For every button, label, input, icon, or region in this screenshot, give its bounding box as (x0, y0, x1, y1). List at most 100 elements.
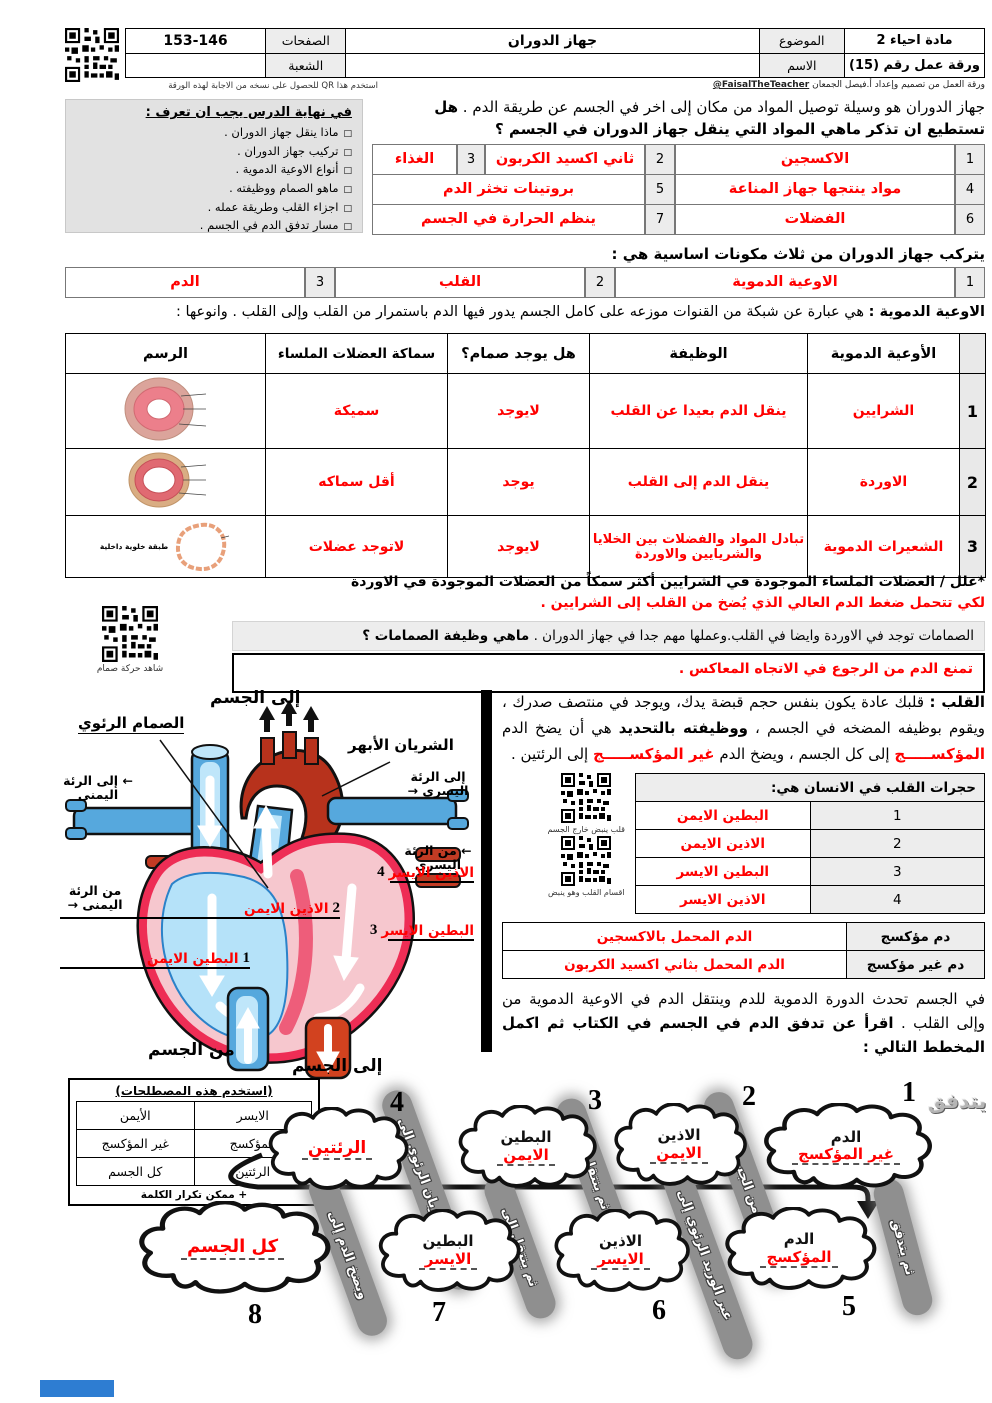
credit-handle-link[interactable]: @FaisalTheTeacher (712, 80, 810, 90)
chambers-row: حجرات القلب في الانسان هي: 1 البطين الايم… (502, 773, 985, 915)
answer-cell: ينظم الحرارة في الجسم (372, 204, 645, 235)
chamber-num: 1 (809, 801, 985, 831)
chamber-num: 2 (809, 829, 985, 859)
components-table: 1 الاوعية الدموية 2 القلب 3 الدم (65, 267, 985, 298)
heart-sections-qr-code (561, 836, 611, 886)
vessels-intro: الاوعية الدموية : هي عبارة عن شبكة من ال… (175, 304, 985, 320)
flow-cloud-3[interactable]: البطين الايمن (452, 1105, 600, 1190)
flow-cloud-6[interactable]: الاذين الايسر (548, 1209, 693, 1294)
pulmonary-valve-label: الصمام الرئوي (78, 714, 185, 734)
name-label: الاسم (759, 53, 844, 77)
worksheet-number: ورقة عمل رقم (15) (849, 57, 980, 73)
table-row: 3 البطين الايسر (635, 857, 985, 887)
qr2-caption: اقسام القلب وهو ينبض (548, 888, 625, 898)
topic-label: الموضوع (759, 29, 844, 54)
heart-illustration (65, 700, 469, 1080)
topic-value: جهاز الدوران (346, 29, 759, 54)
answer-num: 4 (955, 174, 985, 205)
checkbox-icon[interactable]: □ (343, 184, 352, 195)
blood-flow-chart: يتدفق العائد من الجسم إلى ثم ينتقل إلى ع… (0, 1075, 992, 1364)
checkbox-icon[interactable]: □ (343, 222, 352, 233)
valves-answer-box[interactable]: تمنع الدم من الرجوع في الاتجاه المعاكس . (232, 653, 985, 693)
blood-types-table: دم مؤكسج الدم المحمل بالاكسجين دم غير مؤ… (502, 922, 985, 980)
objective-item: □ ماهو الصمام ووظيفته . (76, 179, 352, 198)
flow-cloud-8[interactable]: كل الجسم (130, 1201, 335, 1296)
flow-step-number: 1 (902, 1077, 916, 1108)
flow-cloud-1[interactable]: الدم غير المؤكسج (756, 1103, 936, 1191)
intro-paragraph: جهاز الدوران هو وسيلة توصيل المواد من مك… (434, 98, 985, 138)
vessel-muscle: لاتوجد عضلات (265, 515, 448, 578)
objectives-title: في نهاية الدرس يجب ان تعرف : (145, 105, 352, 120)
valves-answer: تمنع الدم من الرجوع في الاتجاه المعاكس . (678, 661, 973, 677)
right-atrium-label: 2 الاذين الايمن (60, 900, 340, 919)
flow-step-number: 7 (432, 1297, 446, 1328)
vessels-header-muscle: سماكة العضلات الملساء (265, 333, 448, 374)
row-num: 2 (959, 448, 986, 516)
flow-arrow (228, 1152, 879, 1219)
beating-heart-qr-code (561, 773, 611, 823)
bottom-blue-mark (40, 1380, 114, 1397)
from-right-lung-label: من الرئة اليمنى → (67, 883, 123, 913)
component-num: 1 (955, 267, 985, 298)
right-ventricle-label: 1 البطين الايمن (60, 950, 250, 969)
heart-text-column: القلب : قلبك عادة يكون بنفس حجم قبضة يدك… (502, 690, 985, 1059)
answers-qr-code (65, 28, 119, 82)
capillary-cross-section-image (176, 522, 230, 571)
flow-step-number: 6 (652, 1295, 666, 1326)
vessel-name: الاوردة (807, 448, 960, 516)
heart-paragraph: القلب : قلبك عادة يكون بنفس حجم قبضة يدك… (502, 693, 985, 763)
credit-text: ورقة العمل من تصميم وإعداد أ.فيصل الجمعا… (812, 80, 985, 90)
checkbox-icon[interactable]: □ (343, 147, 352, 158)
section-divider-bar (481, 690, 492, 1052)
component-cell: الدم (65, 267, 305, 298)
subject-title: مادة احياء 2 (844, 29, 984, 54)
component-cell: الاوعية الدموية (615, 267, 955, 298)
blood-term: دم غير مؤكسج (846, 950, 985, 980)
explain-answer: لكي تتحمل ضغط الدم العالي الذي يُضخ من ا… (540, 595, 985, 611)
chamber-name: البطين الايمن (635, 801, 811, 831)
name-value-blank[interactable] (346, 54, 758, 78)
answer-num: 1 (955, 144, 985, 175)
capillary-drawing: طبقة خلوية داخلية (65, 515, 266, 578)
artery-drawing (65, 373, 266, 449)
vessel-valve: لايوجد (447, 373, 590, 449)
answer-num: 5 (645, 174, 675, 205)
left-ventricle-label: البطين الايسر 3 (369, 922, 474, 941)
chamber-name: الاذين الايسر (635, 885, 811, 915)
vessel-muscle: أقل سماكه (265, 448, 448, 516)
table-row: 1 الشرايين ينقل الدم بعيدا عن القلب لايو… (65, 373, 986, 449)
vein-cross-section-image (128, 452, 206, 508)
flow-step-number: 4 (390, 1087, 404, 1118)
capillary-layer-label: طبقة خلوية داخلية (99, 542, 169, 551)
flow-cloud-2[interactable]: الاذين الايمن (608, 1103, 750, 1188)
component-num: 3 (305, 267, 335, 298)
component-num: 2 (585, 267, 615, 298)
table-row: 2 الاذين الايمن (635, 829, 985, 859)
vessel-name: الشعيرات الدموية (807, 515, 960, 578)
vessels-header-function: الوظيفة (589, 333, 808, 374)
checkbox-icon[interactable]: □ (343, 166, 352, 177)
checkbox-icon[interactable]: □ (343, 129, 352, 139)
term-cell: غير المؤكسج (76, 1129, 195, 1158)
terms-title: (استخدم هذه المصطلحات) (115, 1084, 273, 1098)
answer-num: 6 (955, 204, 985, 235)
objective-item: □ ماذا ينقل جهاز الدوران . (76, 123, 352, 142)
heart-diagram: إلى الجسم الصمام الرئوي الشريان الأبهر ←… (60, 688, 475, 1080)
flow-cloud-7[interactable]: البطين الايسر (372, 1209, 524, 1294)
flow-step-number: 8 (248, 1299, 262, 1330)
flow-cloud-5[interactable]: الدم المؤكسج (718, 1207, 880, 1292)
vessel-muscle: سميكة (265, 373, 448, 449)
answer-num: 2 (645, 144, 675, 175)
vessel-valve: لايوجد (447, 515, 590, 578)
vessels-table: الأوعية الدموية الوظيفة هل يوجد صمام؟ سم… (65, 333, 986, 578)
section-value-blank[interactable] (126, 54, 265, 78)
flow-instruction: في الجسم تحدث الدورة الدموية للدم وينتقل… (502, 990, 986, 1057)
flow-step-number: 5 (842, 1291, 856, 1322)
vessels-header-name: الأوعية الدموية (807, 333, 960, 374)
flow-cloud-4[interactable]: الرئتين (262, 1107, 412, 1192)
to-left-lung-label: إلى الرئة اليسرى → (407, 769, 469, 799)
chamber-name: البطين الايسر (635, 857, 811, 887)
checkbox-icon[interactable]: □ (343, 203, 352, 214)
vessel-function: ينقل الدم إلى القلب (589, 448, 808, 516)
